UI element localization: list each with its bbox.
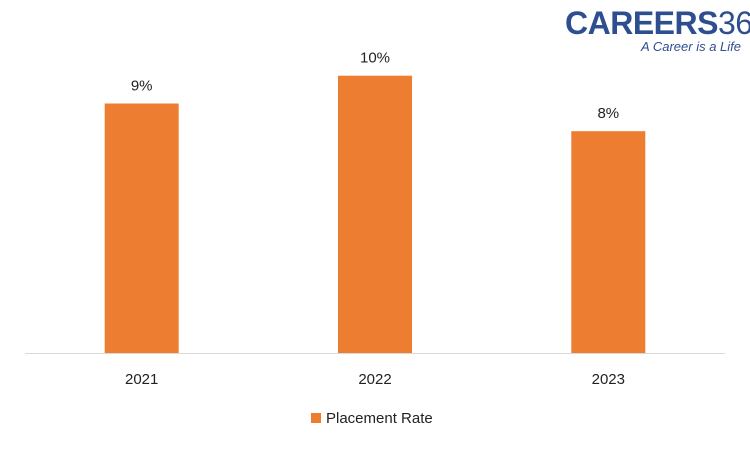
logo-brand-number: 360 xyxy=(717,5,750,41)
logo-brand-text: CAREERS xyxy=(565,5,718,41)
data-label-2023: 8% xyxy=(597,105,619,122)
data-label-2022: 10% xyxy=(360,50,390,67)
data-label-2021: 9% xyxy=(131,78,153,95)
x-tick-label-2021: 2021 xyxy=(125,371,158,388)
legend-label-placement-rate: Placement Rate xyxy=(326,410,433,427)
data-labels-layer: 9% 10% 8% xyxy=(131,50,619,122)
careers360-logo: CAREERS360 A Career is a Life xyxy=(565,5,750,54)
x-tick-labels-layer: 2021 2022 2023 xyxy=(125,371,625,388)
x-tick-label-2022: 2022 xyxy=(358,371,391,388)
legend-swatch-placement-rate xyxy=(311,413,321,423)
logo-wordmark: CAREERS360 xyxy=(565,5,750,41)
bar-2023 xyxy=(571,131,646,353)
bar-2022 xyxy=(338,75,412,353)
bars-layer xyxy=(104,75,646,353)
bar-2021 xyxy=(104,103,179,353)
logo-tagline: A Career is a Life xyxy=(641,39,741,54)
x-tick-label-2023: 2023 xyxy=(592,371,625,388)
legend: Placement Rate xyxy=(311,410,433,427)
